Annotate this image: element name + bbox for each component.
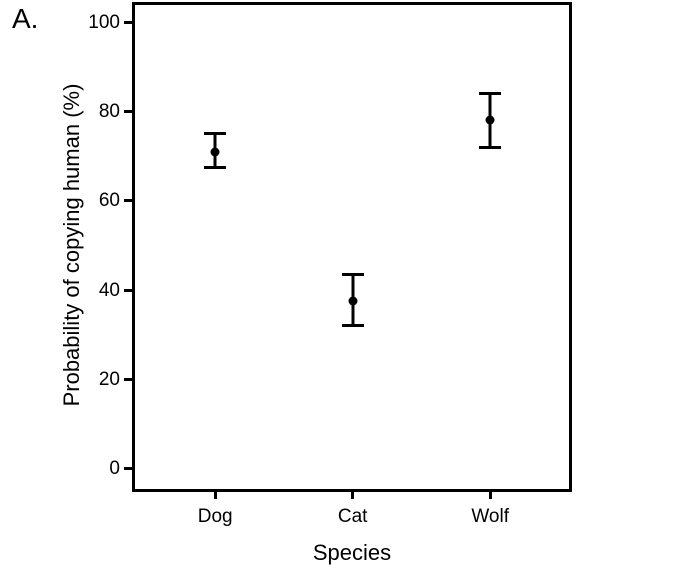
x-axis-tick [488,492,492,499]
y-axis-tick [124,20,132,24]
y-axis-tick [124,109,132,113]
y-axis-tick [124,199,132,203]
data-point-marker [485,115,495,125]
y-axis-tick-label: 20 [98,368,120,390]
x-axis-tick [351,492,355,499]
plot-area [132,2,572,492]
y-axis-tick-label: 60 [98,190,120,212]
y-axis-tick-label: 80 [98,100,120,122]
error-bar-cap-bottom [204,165,227,169]
x-axis-tick-label: Wolf [471,506,509,527]
x-axis-tick-label: Dog [197,506,233,527]
panel-label: A. [12,3,39,34]
x-axis-tick [213,492,217,499]
x-axis-tick-label: Cat [337,506,368,527]
y-axis-tick [124,377,132,381]
y-axis-tick-label: 40 [98,279,120,301]
error-bar-cap-top [341,272,364,276]
error-bar-cap-top [204,132,227,136]
y-axis-title: Probability of copying human (%) [59,83,84,407]
error-bar-cap-bottom [341,324,364,328]
error-bar-cap-top [479,92,502,96]
y-axis-tick-label: 0 [109,458,120,480]
error-bar-cap-bottom [479,145,502,149]
y-axis-tick [124,467,132,471]
data-point-marker [348,296,358,306]
x-axis-title: Species [312,540,392,565]
data-point-marker [210,147,220,157]
y-axis-tick-label: 100 [88,11,120,33]
y-axis-tick [124,288,132,292]
